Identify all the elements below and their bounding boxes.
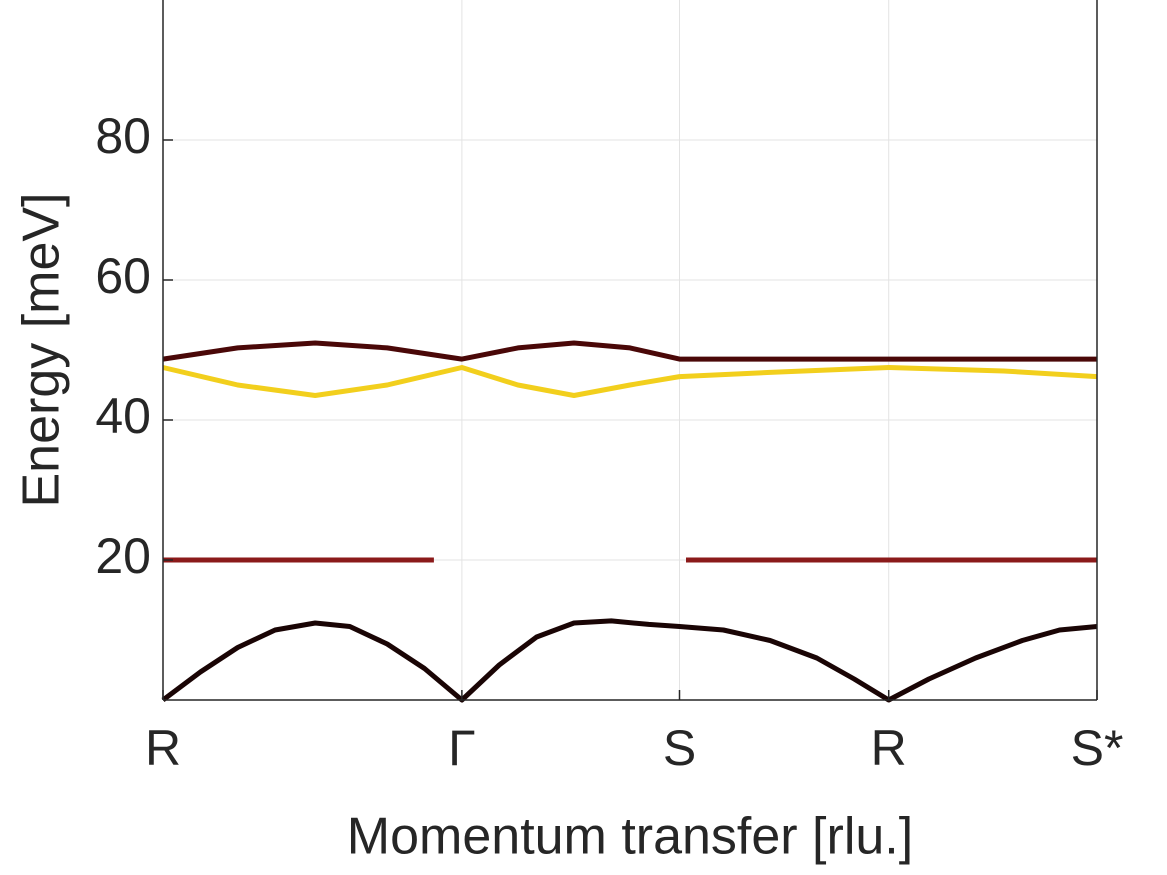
y-tick-label: 80 — [95, 108, 151, 164]
x-tick-label: Γ — [448, 720, 476, 776]
series-line — [162, 365, 1098, 398]
x-tick-label: R — [145, 720, 181, 776]
series-line — [161, 618, 1098, 703]
y-tick-label: 20 — [95, 528, 151, 584]
x-tick-label: S* — [1071, 720, 1124, 776]
series-line — [162, 340, 1097, 362]
y-tick-label: 40 — [95, 388, 151, 444]
y-tick-label: 60 — [95, 248, 151, 304]
x-axis-label: Momentum transfer [rlu.] — [347, 808, 913, 866]
plot-area — [161, 340, 1098, 703]
x-tick-label: S — [663, 720, 696, 776]
y-axis-label: Energy [meV] — [13, 192, 71, 507]
x-tick-label: R — [871, 720, 907, 776]
